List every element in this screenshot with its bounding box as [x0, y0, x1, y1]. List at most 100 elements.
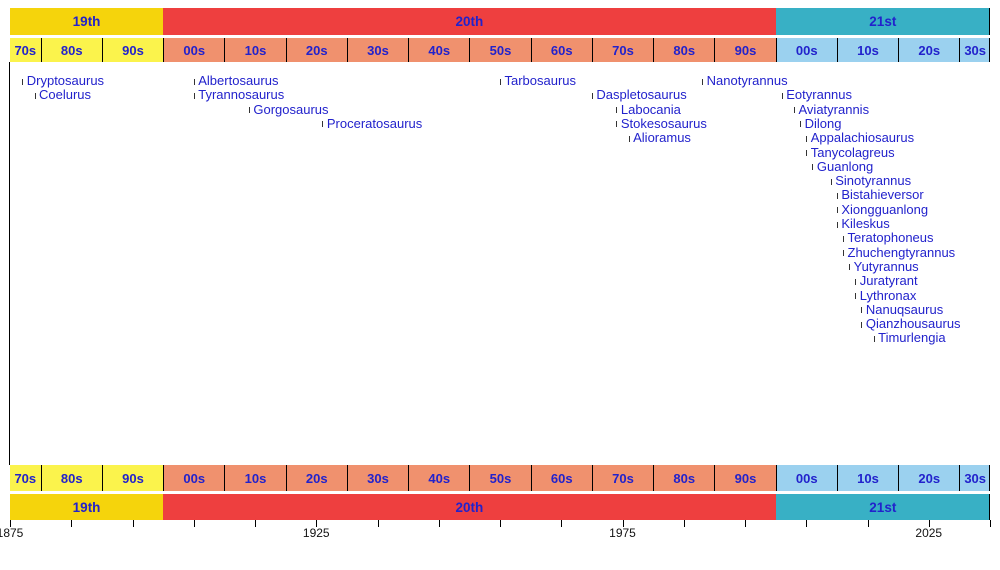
taxon-label-Daspletosaurus[interactable]: Daspletosaurus	[596, 87, 687, 103]
century-label: 20th	[455, 499, 484, 515]
taxon-label-Proceratosaurus[interactable]: Proceratosaurus	[326, 115, 423, 131]
taxon-label-Dryptosaurus[interactable]: Dryptosaurus	[26, 73, 105, 88]
taxon-year-tick-icon	[836, 207, 838, 214]
taxon-label-Tarbosaurus[interactable]: Tarbosaurus	[504, 73, 577, 88]
taxon-label-Alioramus[interactable]: Alioramus	[633, 130, 691, 146]
taxon-year-tick-icon	[830, 178, 832, 185]
decade-label: 10s	[857, 470, 879, 486]
decade-label: 90s	[122, 470, 144, 486]
taxon-label-Labocania[interactable]: Labocania	[620, 101, 681, 117]
decade-cell-80s: 80s	[40, 465, 102, 491]
decade-cell-50s: 50s	[469, 38, 531, 62]
taxon-label-Lythronax[interactable]: Lythronax	[859, 287, 917, 303]
decade-label: 60s	[550, 470, 573, 486]
decade-label: 70s	[612, 42, 634, 58]
taxon-label-Appalachiosaurus[interactable]: Appalachiosaurus	[810, 130, 915, 146]
taxon-label-Eotyrannus[interactable]: Eotyrannus	[786, 87, 853, 103]
century-cell-20th: 20th	[163, 8, 776, 35]
taxon-label-Yutyrannus[interactable]: Yutyrannus	[853, 258, 919, 274]
decade-cell-90s: 90s	[714, 465, 776, 491]
decade-cell-70s: 70s	[10, 38, 41, 62]
decade-label: 80s	[673, 470, 696, 486]
taxon-label-Stokesosaurus[interactable]: Stokesosaurus	[620, 115, 707, 131]
taxon-label-Xiongguanlong[interactable]: Xiongguanlong	[841, 201, 929, 217]
taxon-year-tick-icon	[849, 264, 851, 271]
taxon-label-Tanycolagreus[interactable]: Tanycolagreus	[810, 144, 895, 160]
taxon-year-tick-icon	[193, 92, 195, 99]
decade-label: 30s	[964, 42, 987, 58]
decade-cell-80s: 80s	[653, 465, 715, 491]
decade-cell-50s: 50s	[469, 465, 531, 491]
axis-tick-icon	[683, 520, 685, 527]
taxon-year-tick-icon	[855, 278, 857, 285]
decade-label: 30s	[367, 470, 389, 486]
taxon-year-tick-icon	[836, 221, 838, 228]
decade-label: 80s	[673, 42, 696, 58]
decade-label: 70s	[14, 470, 37, 486]
century-cell-20th: 20th	[163, 494, 776, 520]
axis-tick-icon	[867, 520, 869, 527]
taxon-label-Nanuqsaurus[interactable]: Nanuqsaurus	[865, 301, 944, 317]
decade-cell-20s: 20s	[285, 38, 347, 62]
taxon-label-Teratophoneus[interactable]: Teratophoneus	[847, 230, 934, 246]
axis-tick-icon	[622, 520, 624, 527]
band-end-line	[989, 8, 990, 35]
taxon-label-Nanotyrannus[interactable]: Nanotyrannus	[706, 73, 788, 88]
taxon-year-tick-icon	[812, 164, 814, 171]
taxon-label-Timurlengia[interactable]: Timurlengia	[878, 330, 946, 346]
taxon-year-tick-icon	[873, 335, 875, 342]
plot-left-border	[9, 62, 10, 465]
decade-label: 30s	[367, 42, 389, 58]
decade-cell-70s: 70s	[10, 465, 41, 491]
taxon-label-Gorgosaurus[interactable]: Gorgosaurus	[253, 101, 329, 117]
decade-label: 60s	[550, 42, 573, 58]
decade-cell-60s: 60s	[530, 38, 592, 62]
taxon-label-Bistahieversor[interactable]: Bistahieversor	[841, 187, 924, 203]
decade-cell-80s: 80s	[653, 38, 715, 62]
band-end-line	[989, 38, 990, 62]
taxon-year-tick-icon	[806, 150, 808, 156]
decade-label: 00s	[795, 42, 818, 58]
taxon-label-Tyrannosaurus[interactable]: Tyrannosaurus	[198, 87, 285, 103]
taxon-year-tick-icon	[500, 78, 501, 85]
axis-tick-icon	[561, 520, 563, 527]
decade-label: 50s	[489, 42, 512, 58]
decade-label: 80s	[60, 470, 83, 486]
decade-label: 20s	[305, 42, 328, 58]
decade-cell-20s: 20s	[285, 465, 347, 491]
axis-tick-icon	[71, 520, 73, 527]
taxon-label-Qianzhousaurus[interactable]: Qianzhousaurus	[865, 316, 961, 332]
taxon-label-Dilong[interactable]: Dilong	[804, 115, 842, 131]
axis-tick-icon	[928, 520, 930, 527]
axis-tick-icon	[377, 520, 379, 527]
decade-cell-10s: 10s	[836, 465, 899, 491]
decade-label: 70s	[14, 42, 37, 58]
century-cell-21st: 21st	[775, 494, 990, 520]
taxon-label-Kileskus[interactable]: Kileskus	[841, 216, 890, 231]
axis-tick-icon	[806, 520, 808, 527]
century-label: 20th	[455, 14, 484, 29]
axis-tick-icon	[990, 520, 991, 527]
taxon-label-Zhuchengtyrannus[interactable]: Zhuchengtyrannus	[847, 244, 956, 260]
band-end-line	[989, 494, 990, 520]
taxon-year-tick-icon	[616, 107, 618, 114]
taxon-label-Albertosaurus[interactable]: Albertosaurus	[198, 73, 279, 88]
decade-cell-30s: 30s	[959, 465, 990, 491]
decade-cell-30s: 30s	[346, 38, 409, 62]
century-cell-21st: 21st	[775, 8, 990, 35]
axis-year-label: 1875	[0, 526, 24, 540]
taxon-label-Sinotyrannus[interactable]: Sinotyrannus	[835, 173, 912, 189]
century-label: 21st	[869, 14, 897, 29]
century-label: 21st	[869, 499, 897, 515]
decade-label: 90s	[734, 42, 757, 58]
taxon-label-Aviatyrannis[interactable]: Aviatyrannis	[798, 101, 870, 117]
decade-label: 00s	[183, 42, 206, 58]
axis-tick-icon	[132, 520, 134, 527]
decade-label: 10s	[857, 42, 879, 58]
taxon-label-Guanlong[interactable]: Guanlong	[816, 158, 874, 174]
taxon-label-Coelurus[interactable]: Coelurus	[39, 87, 92, 103]
decade-label: 40s	[428, 470, 451, 486]
axis-tick-icon	[316, 520, 318, 527]
taxon-year-tick-icon	[616, 121, 618, 128]
taxon-label-Juratyrant[interactable]: Juratyrant	[859, 273, 918, 289]
